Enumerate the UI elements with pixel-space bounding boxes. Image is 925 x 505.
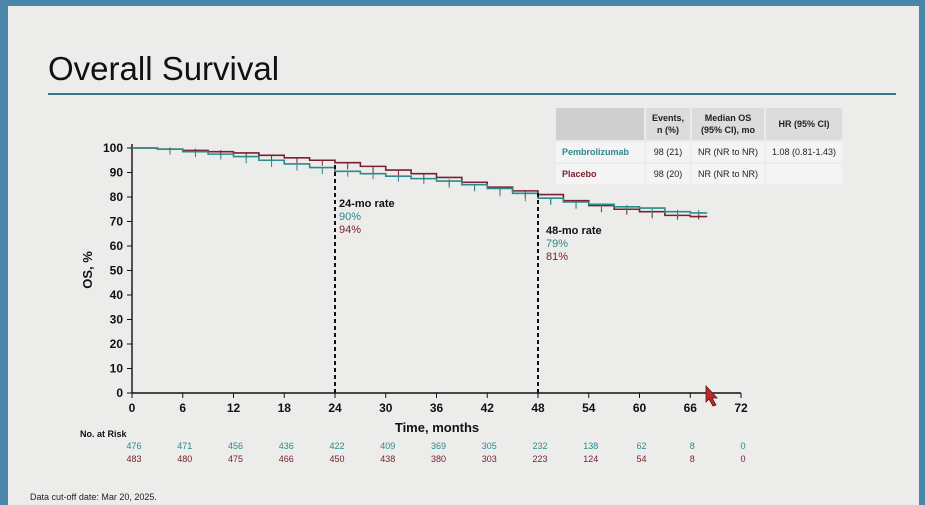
y-tick-label: 20	[110, 337, 124, 351]
slide: Overall Survival Events, n (%) Median OS(…	[8, 6, 919, 505]
x-axis-title: Time, months	[395, 420, 479, 435]
legend-series-name: Placebo	[556, 164, 644, 184]
legend-table-header-events: Events, n (%)	[646, 108, 691, 140]
risk-count-pembrolizumab: 232	[532, 441, 547, 451]
x-tick-label: 42	[481, 401, 495, 415]
risk-table-label: No. at Risk	[80, 429, 128, 439]
risk-count-pembrolizumab: 369	[431, 441, 446, 451]
risk-table: No. at Risk 476 483 471 480 456 475 436 466 422 45…	[80, 429, 746, 464]
y-tick-label: 10	[110, 362, 124, 376]
legend-table-header-blank	[556, 108, 644, 140]
x-tick-label: 72	[734, 401, 748, 415]
x-tick-label: 24	[328, 401, 342, 415]
title-divider	[48, 93, 896, 95]
x-tick-label: 18	[278, 401, 292, 415]
y-tick-label: 60	[110, 239, 124, 253]
x-tick-label: 30	[379, 401, 393, 415]
risk-count-pembrolizumab: 436	[279, 441, 294, 451]
risk-count-placebo: 8	[690, 454, 695, 464]
risk-count-placebo: 223	[532, 454, 547, 464]
chart-series	[132, 147, 708, 220]
x-tick-label: 0	[129, 401, 136, 415]
y-tick-label: 40	[110, 288, 124, 302]
risk-count-pembrolizumab: 409	[380, 441, 395, 451]
y-axis-title: OS, %	[80, 251, 95, 289]
risk-count-placebo: 450	[329, 454, 344, 464]
legend-table-header-hr: HR (95% CI)	[766, 108, 843, 140]
legend-table-row-pembrolizumab: Pembrolizumab 98 (21) NR (NR to NR) 1.08…	[556, 142, 843, 162]
risk-count-placebo: 466	[279, 454, 294, 464]
y-tick-label: 0	[116, 386, 123, 400]
legend-table: Events, n (%) Median OS (95% CI), mo HR (9…	[554, 106, 844, 186]
rate-value-pembrolizumab: 90%	[339, 211, 361, 223]
risk-count-pembrolizumab: 8	[690, 441, 695, 451]
legend-events: 98 (20)	[646, 164, 691, 184]
mouse-cursor-icon	[705, 384, 718, 407]
risk-count-placebo: 0	[740, 454, 745, 464]
y-tick-label: 80	[110, 190, 124, 204]
y-tick-label: 100	[103, 141, 123, 155]
legend-hr	[766, 164, 843, 184]
x-tick-label: 48	[531, 401, 545, 415]
page-title: Overall Survival	[48, 50, 280, 87]
x-tick-label: 60	[633, 401, 647, 415]
rate-value-placebo: 81%	[546, 251, 568, 263]
x-tick-label: 12	[227, 401, 241, 415]
risk-count-placebo: 380	[431, 454, 446, 464]
risk-count-pembrolizumab: 62	[636, 441, 646, 451]
risk-count-placebo: 483	[126, 454, 141, 464]
x-tick-label: 66	[684, 401, 698, 415]
x-tick-label: 6	[179, 401, 186, 415]
y-tick-label: 90	[110, 166, 124, 180]
legend-events: 98 (21)	[646, 142, 691, 162]
risk-count-pembrolizumab: 456	[228, 441, 243, 451]
legend-series-name: Pembrolizumab	[556, 142, 644, 162]
rate-label: 24-mo rate	[339, 198, 395, 210]
y-tick-label: 30	[110, 313, 124, 327]
rate-value-placebo: 94%	[339, 224, 361, 236]
legend-table-row-placebo: Placebo 98 (20) NR (NR to NR)	[556, 164, 843, 184]
legend-median: NR (NR to NR)	[692, 142, 765, 162]
risk-count-pembrolizumab: 138	[583, 441, 598, 451]
rate-value-pembrolizumab: 79%	[546, 238, 568, 250]
chart-axes: 0 6 12 18 24 30 36 42 48 54 60 66 72 0 10 20 30 40 50 60 70 8…	[80, 141, 748, 435]
rate-label: 48-mo rate	[546, 225, 602, 237]
risk-count-pembrolizumab: 305	[482, 441, 497, 451]
risk-count-placebo: 475	[228, 454, 243, 464]
legend-table-header-median: Median OS (95% CI), mo	[692, 108, 765, 140]
y-tick-label: 70	[110, 215, 124, 229]
legend-median: NR (NR to NR)	[692, 164, 765, 184]
risk-count-pembrolizumab: 0	[740, 441, 745, 451]
risk-count-pembrolizumab: 476	[126, 441, 141, 451]
x-tick-label: 54	[582, 401, 596, 415]
risk-count-placebo: 54	[636, 454, 646, 464]
series-line-pembrolizumab	[132, 147, 708, 214]
risk-count-placebo: 480	[177, 454, 192, 464]
risk-count-placebo: 438	[380, 454, 395, 464]
x-tick-label: 36	[430, 401, 444, 415]
legend-table-header-row: Events, n (%) Median OS (95% CI), mo HR (9…	[556, 108, 843, 140]
risk-count-pembrolizumab: 471	[177, 441, 192, 451]
risk-count-placebo: 124	[583, 454, 598, 464]
legend-hr: 1.08 (0.81-1.43)	[766, 142, 843, 162]
y-tick-label: 50	[110, 264, 124, 278]
risk-count-pembrolizumab: 422	[329, 441, 344, 451]
risk-count-placebo: 303	[482, 454, 497, 464]
footnote: Data cut-off date: Mar 20, 2025.	[30, 492, 157, 502]
